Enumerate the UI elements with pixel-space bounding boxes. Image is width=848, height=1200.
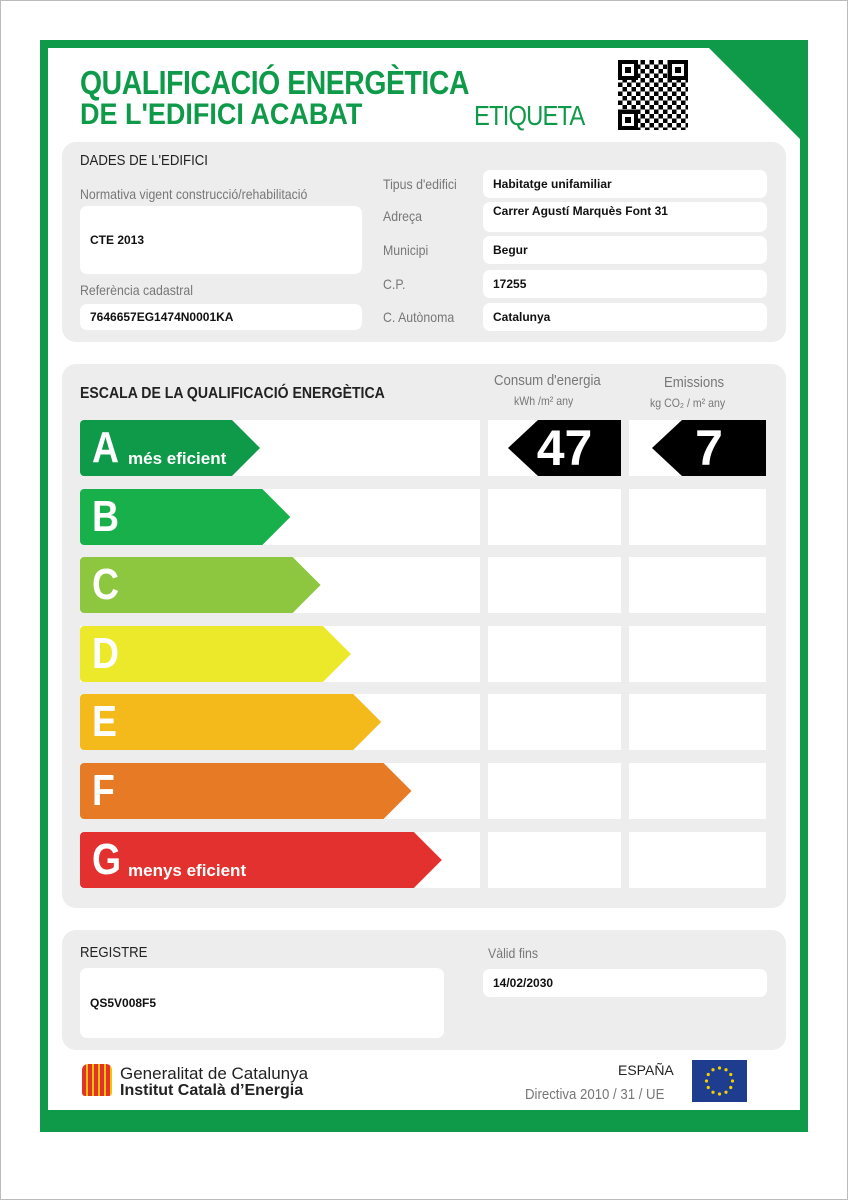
cadastral-label: Referència cadastral <box>80 282 193 298</box>
rating-letter: F <box>92 766 115 815</box>
registry-label: REGISTRE <box>80 944 148 961</box>
rating-arrow-a: A més eficient <box>80 420 260 476</box>
field-label: Municipi <box>383 242 429 258</box>
field-value: 17255 <box>483 270 767 298</box>
emissions-title: Emissions <box>664 374 725 391</box>
field-value: Begur <box>483 236 767 264</box>
registry-value: QS5V008F5 <box>80 968 444 1038</box>
rating-letter: D <box>92 629 120 678</box>
rating-letter: G <box>92 835 122 884</box>
emissions-cell <box>629 763 766 819</box>
directive: Directiva 2010 / 31 / UE <box>525 1086 665 1103</box>
emissions-cell <box>629 832 766 888</box>
title-line-1: QUALIFICACIÓ ENERGÈTICA <box>80 64 470 101</box>
field-value: Carrer Agustí Marquès Font 31 <box>483 202 767 232</box>
rating-row-a: A més eficient 47 7 <box>80 420 768 476</box>
rating-row-e: E <box>80 694 768 750</box>
rating-letter: A <box>92 423 120 472</box>
field-label: C.P. <box>383 276 406 292</box>
rating-row-g: G menys eficient <box>80 832 768 888</box>
cadastral-value: 7646657EG1474N0001KA <box>80 304 362 330</box>
rating-row-f: F <box>80 763 768 819</box>
scale-heading: ESCALA DE LA QUALIFICACIÓ ENERGÈTICA <box>80 385 385 402</box>
energy-unit: kWh /m² any <box>514 394 574 408</box>
energy-cell <box>488 694 621 750</box>
valid-until-label: Vàlid fins <box>488 945 538 961</box>
rating-row-b: B <box>80 489 768 545</box>
qr-code-icon <box>616 58 690 132</box>
rating-arrow-e: E <box>80 694 381 750</box>
emissions-cell <box>629 489 766 545</box>
regulation-value: CTE 2013 <box>80 206 362 274</box>
country: ESPAÑA <box>618 1062 674 1078</box>
field-label: Adreça <box>383 208 423 224</box>
rating-text: menys eficient <box>128 861 247 880</box>
energy-title: Consum d'energia <box>494 372 601 389</box>
rating-letter: E <box>92 697 117 746</box>
rating-arrow-b: B <box>80 489 290 545</box>
energy-cell <box>488 489 621 545</box>
field-value: Habitatge unifamiliar <box>483 170 767 198</box>
rating-row-d: D <box>80 626 768 682</box>
rating-arrow-d: D <box>80 626 351 682</box>
rating-letter: B <box>92 492 120 541</box>
rating-arrow-c: C <box>80 557 321 613</box>
rating-row-c: C <box>80 557 768 613</box>
emissions-cell <box>629 626 766 682</box>
energy-cell <box>488 557 621 613</box>
valid-until-value: 14/02/2030 <box>483 969 767 997</box>
field-label: Tipus d'edifici <box>383 176 457 192</box>
regulation-label: Normativa vigent construcció/rehabilitac… <box>80 186 308 202</box>
eu-flag-icon <box>692 1060 747 1102</box>
energy-cell <box>488 832 621 888</box>
building-heading: DADES DE L'EDIFICI <box>80 152 208 169</box>
rating-letter: C <box>92 560 120 609</box>
energy-cell <box>488 763 621 819</box>
field-value: Catalunya <box>483 303 767 331</box>
emissions-cell <box>629 694 766 750</box>
label-type: ETIQUETA <box>474 100 585 131</box>
energy-cell <box>488 626 621 682</box>
title-line-2: DE L'EDIFICI ACABAT <box>80 98 363 131</box>
org-name: Generalitat de Catalunya <box>120 1064 309 1083</box>
emissions-unit: kg CO₂ / m² any <box>650 396 726 410</box>
energy-value-indicator: 47 <box>508 420 621 476</box>
rating-arrow-g: G menys eficient <box>80 832 442 888</box>
institute-name: Institut Català d’Energia <box>120 1082 304 1099</box>
field-label: C. Autònoma <box>383 309 455 325</box>
generalitat-logo-icon <box>82 1064 112 1096</box>
rating-arrow-f: F <box>80 763 412 819</box>
emissions-cell <box>629 557 766 613</box>
rating-text: més eficient <box>128 449 227 468</box>
